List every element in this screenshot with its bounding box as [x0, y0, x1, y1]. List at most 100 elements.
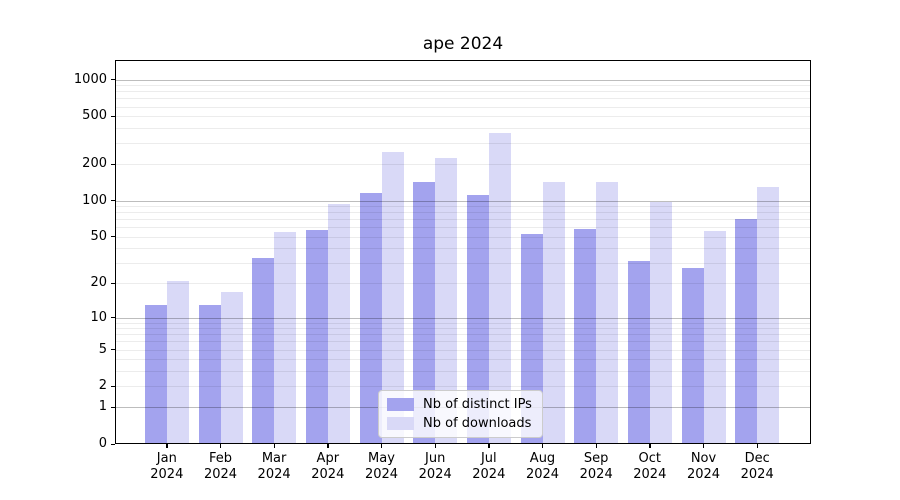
minor-gridline-600: [115, 106, 811, 108]
x-tick-label-jan: Jan 2024: [150, 451, 184, 482]
bar-downloads-jan: [166, 281, 189, 444]
bar-downloads-mar: [274, 231, 297, 444]
bar-downloads-jul: [488, 132, 511, 444]
bar-downloads-nov: [703, 230, 726, 444]
minor-gridline-30: [115, 262, 811, 264]
y-tick-label-10: 10: [90, 309, 107, 325]
chart-title: ape 2024: [422, 34, 504, 54]
minor-gridline-800: [115, 91, 811, 93]
x-tick-label-oct: Oct 2024: [633, 451, 667, 482]
y-tick-label-1: 1: [98, 399, 107, 415]
major-gridline-100: [115, 200, 811, 202]
legend: Nb of distinct IPs Nb of downloads: [378, 390, 543, 438]
minor-gridline-3: [115, 370, 811, 372]
x-tick-mark-mar: [273, 444, 275, 448]
y-tick-mark-0: [110, 443, 115, 445]
legend-swatch-distinct-ips: [387, 398, 414, 411]
major-gridline-10: [115, 317, 811, 319]
x-tick-mark-jun: [434, 444, 436, 448]
bar-distinct-ips-mar: [252, 258, 275, 444]
x-tick-mark-sep: [595, 444, 597, 448]
minor-gridline-50: [115, 236, 811, 238]
x-tick-label-feb: Feb 2024: [203, 451, 238, 482]
bar-distinct-ips-apr: [305, 229, 328, 444]
minor-gridline-700: [115, 98, 811, 100]
bar-downloads-apr: [327, 204, 350, 444]
bar-distinct-ips-may: [359, 193, 382, 444]
bar-distinct-ips-dec: [735, 219, 758, 444]
y-tick-label-50: 50: [90, 228, 107, 244]
bar-distinct-ips-feb: [198, 304, 221, 444]
x-tick-label-nov: Nov 2024: [686, 451, 721, 482]
minor-gridline-7: [115, 334, 811, 336]
y-tick-mark-50: [110, 236, 115, 238]
x-tick-mark-jan: [166, 444, 168, 448]
bar-downloads-oct: [649, 202, 672, 444]
y-tick-mark-500: [110, 115, 115, 117]
bar-downloads-may: [381, 152, 404, 444]
y-tick-mark-10: [110, 317, 115, 319]
x-tick-mark-nov: [703, 444, 705, 448]
minor-gridline-80: [115, 212, 811, 214]
minor-gridline-2: [115, 386, 811, 388]
x-tick-label-sep: Sep 2024: [579, 451, 613, 482]
minor-gridline-8: [115, 328, 811, 330]
minor-gridline-500: [115, 116, 811, 118]
y-tick-label-2: 2: [98, 378, 107, 394]
minor-gridline-400: [115, 127, 811, 129]
minor-gridline-9: [115, 322, 811, 324]
y-tick-mark-20: [110, 282, 115, 285]
x-tick-label-mar: Mar 2024: [257, 451, 291, 482]
bar-distinct-ips-nov: [681, 268, 704, 444]
bar-downloads-feb: [220, 291, 243, 444]
x-tick-label-aug: Aug 2024: [525, 451, 560, 482]
minor-gridline-70: [115, 219, 811, 221]
bar-distinct-ips-jul: [466, 195, 489, 444]
y-tick-mark-1: [110, 406, 115, 409]
x-tick-mark-may: [381, 444, 383, 448]
x-tick-label-jun: Jun 2024: [418, 451, 452, 482]
bar-downloads-aug: [542, 181, 565, 444]
legend-label-downloads: Nb of downloads: [423, 416, 532, 431]
x-tick-label-jul: Jul 2024: [472, 451, 506, 482]
x-tick-mark-jul: [488, 444, 490, 448]
y-tick-label-5: 5: [98, 341, 107, 357]
x-tick-label-may: May 2024: [364, 451, 399, 482]
y-tick-label-20: 20: [90, 275, 107, 291]
x-tick-mark-apr: [327, 444, 329, 448]
bar-downloads-jun: [435, 158, 458, 444]
x-tick-mark-aug: [542, 444, 544, 448]
x-tick-mark-oct: [649, 444, 651, 448]
y-tick-label-200: 200: [82, 156, 107, 172]
y-tick-mark-100: [110, 200, 115, 202]
minor-gridline-4: [115, 359, 811, 361]
y-tick-label-500: 500: [82, 108, 107, 124]
x-tick-mark-dec: [756, 444, 758, 448]
bar-distinct-ips-oct: [627, 261, 650, 444]
bar-distinct-ips-jun: [413, 182, 436, 444]
y-tick-mark-1000: [110, 79, 115, 81]
y-tick-label-1000: 1000: [73, 71, 107, 87]
minor-gridline-300: [115, 143, 811, 144]
legend-swatch-downloads: [387, 417, 414, 430]
x-tick-label-apr: Apr 2024: [311, 451, 345, 482]
minor-gridline-6: [115, 341, 811, 343]
y-tick-mark-5: [110, 349, 115, 351]
minor-gridline-200: [115, 164, 811, 166]
major-gridline-1000: [115, 79, 811, 81]
legend-label-distinct-ips: Nb of distinct IPs: [423, 397, 532, 412]
x-tick-mark-feb: [220, 444, 222, 448]
x-tick-label-dec: Dec 2024: [740, 451, 774, 482]
bar-downloads-sep: [596, 181, 619, 444]
y-tick-label-100: 100: [82, 192, 107, 208]
legend-item-downloads: Nb of downloads: [387, 416, 532, 431]
y-tick-mark-200: [110, 163, 115, 166]
minor-gridline-90: [115, 206, 811, 208]
minor-gridline-20: [115, 283, 811, 285]
y-tick-label-0: 0: [98, 436, 107, 451]
y-tick-mark-2: [110, 385, 115, 387]
minor-gridline-5: [115, 349, 811, 351]
minor-gridline-900: [115, 85, 811, 87]
legend-item-distinct-ips: Nb of distinct IPs: [387, 397, 532, 412]
